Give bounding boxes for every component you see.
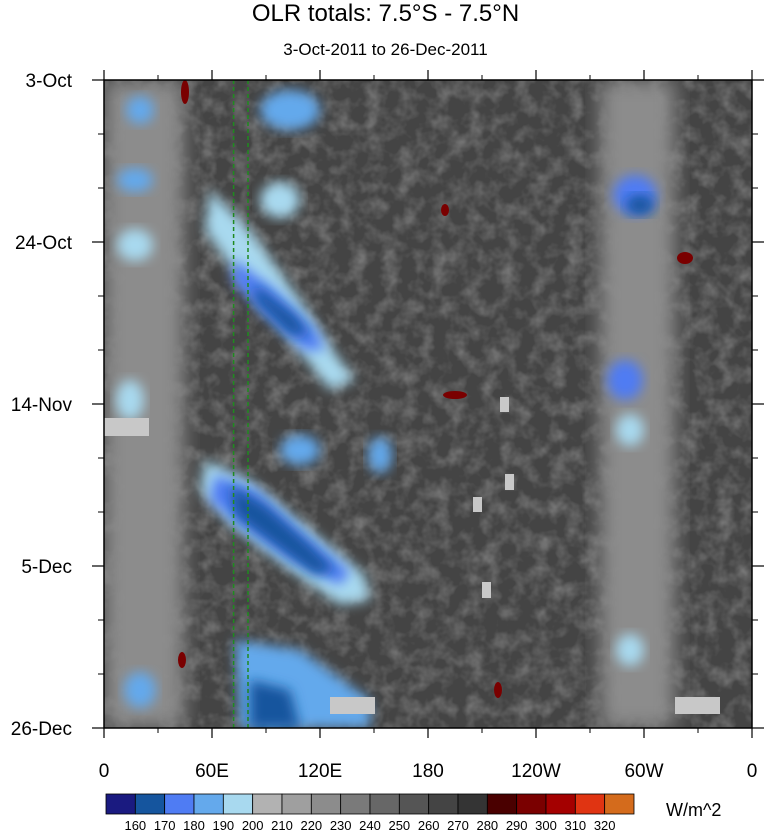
colorbar-label: 290 — [506, 818, 528, 830]
colorbar-swatch — [516, 793, 547, 815]
y-axis: 3-Oct 24-Oct 14-Nov 5-Dec 26-Dec — [11, 71, 764, 740]
colorbar-swatch — [310, 793, 342, 815]
colorbar-swatch — [398, 793, 430, 815]
high-olr-spots — [178, 80, 693, 698]
colorbar-label: 210 — [271, 818, 293, 830]
y-tick-label: 26-Dec — [11, 719, 72, 740]
missing-patch — [500, 397, 509, 412]
heatmap-field — [104, 80, 752, 728]
colorbar-swatch — [428, 793, 459, 815]
convective-band-west — [104, 80, 184, 728]
blob — [124, 672, 156, 708]
colorbar-label: 270 — [447, 818, 469, 830]
chart-subtitle: 3-Oct-2011 to 26-Dec-2011 — [283, 40, 488, 59]
colorbar-swatch — [105, 793, 136, 815]
x-tick-label: 60E — [195, 761, 229, 782]
y-tick-label: 24-Oct — [15, 233, 73, 254]
blob — [280, 435, 320, 465]
missing-patch — [505, 474, 514, 490]
y-tick-label: 14-Nov — [11, 395, 73, 416]
blob — [116, 380, 144, 420]
x-tick-label: 0 — [747, 761, 758, 782]
blob — [494, 682, 502, 698]
colorbar-label: 250 — [388, 818, 410, 830]
colorbar-label: 180 — [183, 818, 205, 830]
colorbar-swatch — [281, 793, 312, 815]
colorbar-swatch — [486, 793, 518, 815]
missing-data-patches — [104, 397, 720, 714]
colorbar-label: 170 — [154, 818, 176, 830]
blob — [441, 204, 449, 216]
blob — [260, 90, 320, 130]
blob — [368, 437, 392, 473]
colorbar-label: 320 — [594, 818, 616, 830]
blob — [117, 229, 153, 261]
missing-patch — [675, 697, 720, 714]
convective-band-east — [600, 80, 675, 728]
colorbar-swatch — [222, 793, 254, 815]
blob — [626, 195, 654, 215]
x-axis: 0 60E 120E 180 120W 60W 0 — [99, 70, 758, 782]
band-bottom-dark — [250, 680, 300, 728]
colorbar-swatch — [457, 793, 488, 815]
blob — [126, 96, 154, 124]
x-tick-label: 180 — [412, 761, 444, 782]
colorbar-label: 220 — [300, 818, 322, 830]
missing-patch — [473, 497, 482, 512]
colorbar-swatch — [164, 793, 195, 815]
colorbar-swatch — [604, 793, 635, 815]
colorbar-label: 260 — [418, 818, 440, 830]
reference-lines — [232, 80, 249, 728]
colorbar-label: 300 — [535, 818, 557, 830]
colorbar-swatch — [193, 793, 224, 815]
blob — [616, 634, 644, 666]
y-tick-label: 5-Dec — [21, 557, 72, 578]
blob — [443, 391, 467, 399]
colorbar: 160 170 180 190 200 210 220 230 240 250 260 270 280 2… — [105, 793, 721, 830]
colorbar-swatch — [340, 793, 371, 815]
mjo-propagation-1 — [205, 90, 355, 390]
blob — [181, 80, 189, 104]
colorbar-label: 310 — [564, 818, 586, 830]
y-tick-label: 3-Oct — [26, 71, 73, 92]
missing-patch — [482, 582, 491, 598]
band-dark — [230, 485, 335, 575]
colorbar-label: 230 — [330, 818, 352, 830]
chart-title: OLR totals: 7.5°S - 7.5°N — [251, 0, 520, 27]
colorbar-label: 160 — [124, 818, 146, 830]
blob — [117, 168, 153, 192]
colorbar-label: 200 — [242, 818, 264, 830]
blob — [260, 182, 300, 218]
missing-patch — [330, 697, 375, 714]
colorbar-units: W/m^2 — [666, 800, 721, 820]
colorbar-swatch — [545, 793, 576, 815]
x-tick-label: 0 — [99, 761, 110, 782]
colorbar-label: 280 — [476, 818, 498, 830]
colorbar-swatch — [252, 793, 283, 815]
x-tick-label: 120E — [298, 761, 342, 782]
blob — [677, 252, 693, 264]
missing-patch — [104, 418, 149, 436]
colorbar-label: 190 — [212, 818, 234, 830]
x-tick-label: 60W — [624, 761, 663, 782]
colorbar-label: 240 — [359, 818, 381, 830]
blob — [607, 360, 643, 400]
band-dark — [255, 285, 310, 335]
colorbar-swatch — [369, 793, 400, 815]
blob — [178, 652, 186, 668]
blob — [616, 414, 644, 446]
x-tick-label: 120W — [511, 761, 561, 782]
colorbar-swatch — [134, 793, 166, 815]
colorbar-swatch — [574, 793, 606, 815]
